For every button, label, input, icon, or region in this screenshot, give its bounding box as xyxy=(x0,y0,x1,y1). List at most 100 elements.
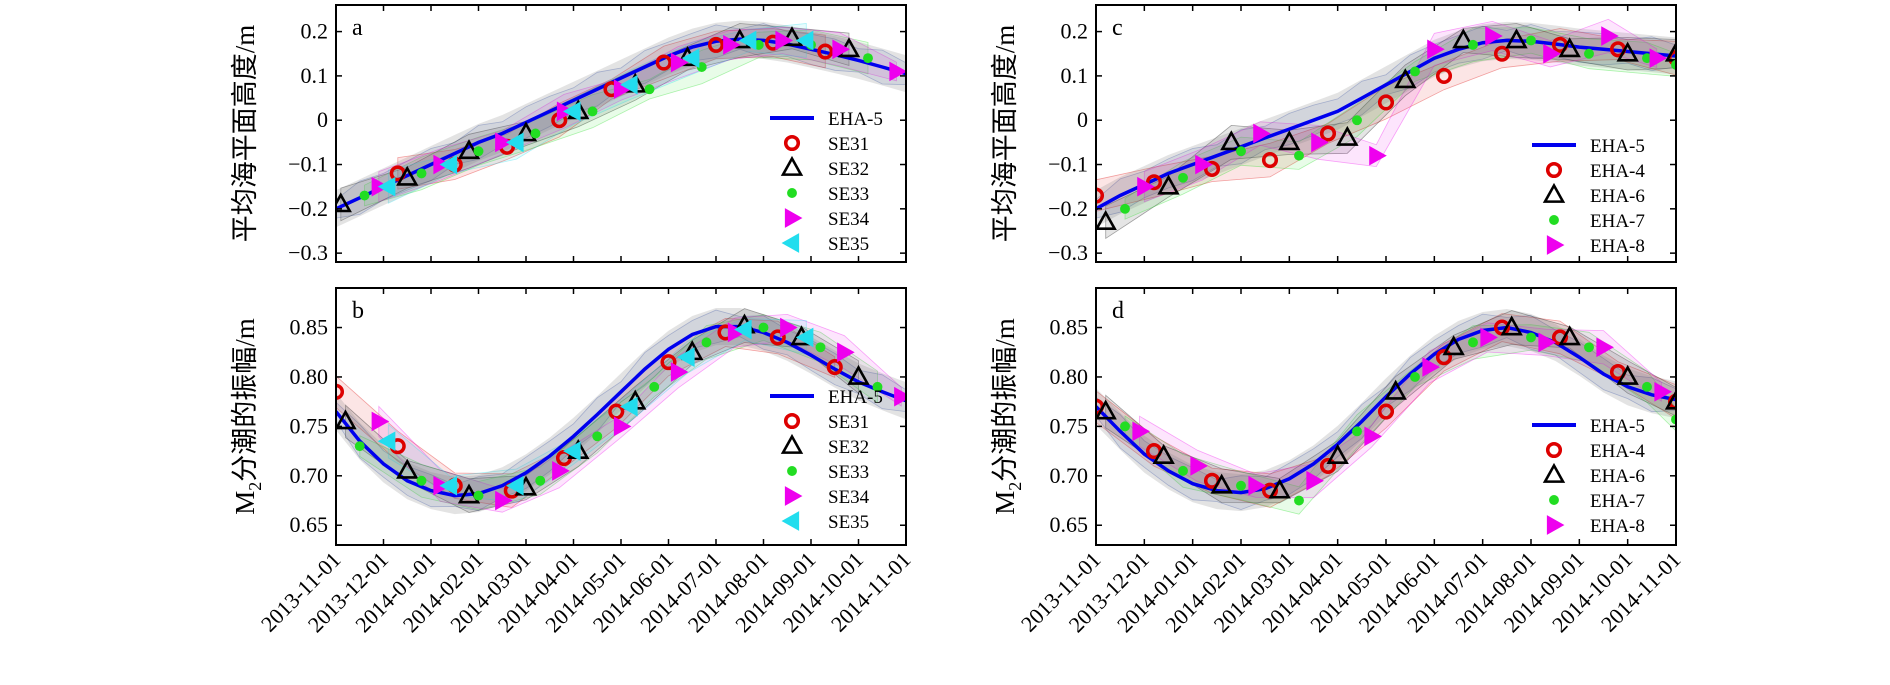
y-axis-label: M2分潮的振幅/m xyxy=(230,318,265,515)
point-EHA-7 xyxy=(1526,332,1536,343)
point-EHA-8 xyxy=(1137,176,1155,197)
point-EHA-8 xyxy=(1248,475,1266,496)
point-SE34 xyxy=(780,317,798,338)
legend-marker-EHA-7 xyxy=(1549,495,1559,505)
point-EHA-7 xyxy=(1584,48,1594,59)
point-EHA-4 xyxy=(1319,457,1337,474)
plot-area xyxy=(1096,309,1676,515)
point-EHA-7 xyxy=(1178,172,1188,183)
legend-marker-SE33 xyxy=(787,466,797,476)
legend-label: SE32 xyxy=(828,437,869,458)
legend-label: EHA-5 xyxy=(1590,136,1645,157)
point-EHA-4 xyxy=(1203,160,1221,177)
point-EHA-8 xyxy=(1253,123,1271,144)
point-SE35 xyxy=(563,101,581,122)
point-EHA-6 xyxy=(1220,130,1243,151)
point-EHA-4 xyxy=(1435,67,1453,84)
y-tick-label: 0.65 xyxy=(290,512,329,537)
legend: EHA-5 EHA-4 EHA-6 EHA-7 EHA-8 xyxy=(1532,136,1645,257)
point-SE32 xyxy=(514,121,538,142)
point-SE34 xyxy=(613,416,632,437)
point-SE33 xyxy=(649,381,660,392)
y-tick-label: −0.2 xyxy=(288,196,328,221)
point-EHA-6 xyxy=(1500,315,1523,336)
series-line-EHA-5 xyxy=(1096,38,1676,211)
point-SE33 xyxy=(416,475,427,486)
point-EHA-7 xyxy=(1410,372,1420,382)
point-EHA-4 xyxy=(1319,125,1337,142)
y-tick-label: −0.1 xyxy=(288,152,328,177)
point-SE33 xyxy=(587,106,598,117)
point-EHA-6 xyxy=(1326,443,1349,464)
point-SE32 xyxy=(396,165,419,186)
legend-marker-SE33 xyxy=(787,188,797,198)
panel-a: −0.3 −0.2 −0.1 0 0.1 0.2 a 平均海平面高度/m EHA-5 SE31 SE… xyxy=(230,4,907,265)
y-tick-label: −0.3 xyxy=(1048,240,1088,265)
point-SE32 xyxy=(847,364,870,385)
point-EHA-4 xyxy=(1377,403,1395,420)
legend-marker-EHA-6 xyxy=(1542,182,1566,203)
legend-marker-EHA-8 xyxy=(1546,515,1565,535)
legend-label: EHA-7 xyxy=(1590,211,1645,232)
point-SE33 xyxy=(758,322,769,333)
point-SE34 xyxy=(670,362,689,382)
y-tick-label: 0 xyxy=(1077,107,1088,132)
y-tick-label: 0.80 xyxy=(1050,364,1089,389)
point-EHA-7 xyxy=(1294,495,1304,506)
point-EHA-8 xyxy=(1485,26,1503,46)
legend-label: SE34 xyxy=(828,487,870,508)
y-tick-label: 0.85 xyxy=(290,315,329,340)
legend-marker-SE32 xyxy=(780,433,804,454)
y-tick-label: 0.65 xyxy=(1050,512,1089,537)
point-SE32 xyxy=(457,483,481,504)
legend-marker-EHA-6 xyxy=(1542,462,1566,483)
band-SE33 xyxy=(364,29,869,207)
y-tick-label: 0.2 xyxy=(301,19,329,44)
y-tick-label: 0.75 xyxy=(1050,413,1089,438)
y-tick-label: 0.85 xyxy=(1050,315,1089,340)
point-SE35 xyxy=(795,30,814,51)
point-SE34 xyxy=(889,61,906,82)
legend-marker-SE34 xyxy=(784,208,803,228)
y-tick-label: 0.1 xyxy=(301,63,329,88)
point-SE35 xyxy=(377,431,396,452)
y-tick-label: −0.1 xyxy=(1048,152,1088,177)
legend: EHA-5 SE31 SE32 SE33 SE34 SE35 xyxy=(770,109,883,255)
series-line-EHA-5 xyxy=(336,324,906,498)
point-EHA-8 xyxy=(1190,456,1208,476)
point-EHA-7 xyxy=(1671,59,1676,70)
legend-label: EHA-5 xyxy=(1590,416,1645,437)
plot-area xyxy=(336,20,906,228)
point-EHA-4 xyxy=(1261,152,1279,169)
point-SE35 xyxy=(620,74,638,95)
point-SE34 xyxy=(894,386,906,407)
point-SE34 xyxy=(670,52,689,73)
point-EHA-7 xyxy=(1178,465,1188,476)
y-axis-label: 平均海平面高度/m xyxy=(990,25,1020,243)
point-SE31 xyxy=(826,359,843,376)
panel-label: b xyxy=(352,298,364,324)
point-SE33 xyxy=(359,190,370,201)
point-EHA-7 xyxy=(1642,381,1652,392)
point-EHA-6 xyxy=(1152,443,1175,464)
plot-area xyxy=(336,308,906,515)
y-axis-label: M2分潮的振幅/m xyxy=(990,318,1025,515)
band-SE34 xyxy=(378,313,902,513)
point-SE33 xyxy=(872,381,883,392)
legend-label: EHA-6 xyxy=(1590,186,1645,207)
point-EHA-8 xyxy=(1195,154,1213,175)
legend-label: SE33 xyxy=(828,462,869,483)
legend-label: SE34 xyxy=(828,209,870,230)
band-EHA-7 xyxy=(1124,27,1676,220)
point-SE35 xyxy=(439,475,458,496)
point-EHA-8 xyxy=(1422,357,1440,377)
point-EHA-7 xyxy=(1410,66,1420,77)
y-tick-label: −0.3 xyxy=(288,240,328,265)
legend-label: EHA-6 xyxy=(1590,466,1645,487)
point-EHA-8 xyxy=(1654,381,1672,402)
series-line-EHA-5 xyxy=(1096,325,1676,495)
point-EHA-6 xyxy=(1278,130,1301,151)
point-SE32 xyxy=(780,26,804,47)
